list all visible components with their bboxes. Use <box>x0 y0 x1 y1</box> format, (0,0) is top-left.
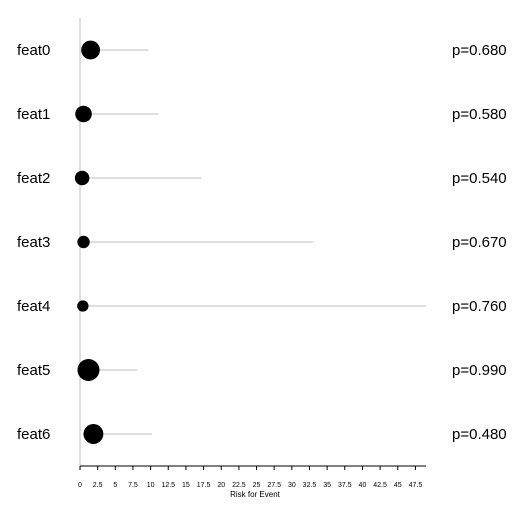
x-axis-title: Risk for Event <box>230 490 281 499</box>
p-value-labels: p=0.680 p=0.580 p=0.540 p=0.670 p=0.760 p=0.9… <box>452 42 507 443</box>
x-tick-label: 0 <box>78 482 82 489</box>
x-tick-label: 47.5 <box>409 482 423 489</box>
feature-label: feat5 <box>17 362 50 379</box>
x-tick-label: 27.5 <box>267 482 281 489</box>
x-tick-label: 45 <box>394 482 402 489</box>
x-tick-label: 12.5 <box>161 482 175 489</box>
x-tick-label: 5 <box>113 482 117 489</box>
point-estimate-feat4 <box>77 300 88 311</box>
p-value-label: p=0.580 <box>452 106 507 123</box>
x-tick-label: 35 <box>323 482 331 489</box>
feature-label: feat1 <box>17 106 50 123</box>
p-value-label: p=0.680 <box>452 42 507 59</box>
p-value-label: p=0.670 <box>452 234 507 251</box>
x-tick-label: 20 <box>217 482 225 489</box>
x-tick-label: 10 <box>147 482 155 489</box>
x-tick-label: 40 <box>359 482 367 489</box>
x-tick-label: 25 <box>253 482 261 489</box>
feature-labels: feat0 feat1 feat2 feat3 feat4 feat5 feat6 <box>17 42 50 443</box>
point-estimate-feat2 <box>75 171 90 186</box>
p-value-label: p=0.990 <box>452 362 507 379</box>
p-value-label: p=0.760 <box>452 298 507 315</box>
feature-label: feat2 <box>17 170 50 187</box>
point-estimate-feat1 <box>75 106 92 123</box>
feature-label: feat6 <box>17 426 50 443</box>
p-value-label: p=0.480 <box>452 426 507 443</box>
x-tick-label: 37.5 <box>338 482 352 489</box>
feature-label: feat4 <box>17 298 50 315</box>
point-estimate-feat3 <box>77 236 89 248</box>
x-tick-label: 30 <box>288 482 296 489</box>
x-tick-label: 22.5 <box>232 482 246 489</box>
x-tick-label: 15 <box>182 482 190 489</box>
x-tick-label: 7.5 <box>128 482 138 489</box>
point-estimate-feat5 <box>77 359 99 381</box>
x-tick-label: 17.5 <box>197 482 211 489</box>
feature-label: feat3 <box>17 234 50 251</box>
x-tick-label: 2.5 <box>93 482 103 489</box>
x-tick-label: 42.5 <box>373 482 387 489</box>
feature-label: feat0 <box>17 42 50 59</box>
point-estimate-feat6 <box>83 424 103 444</box>
x-tick-label: 32.5 <box>303 482 317 489</box>
x-axis: 0 2.5 5 7.5 10 12.5 15 17.5 20 22.5 25 27.5 30 32.5 35… <box>78 466 426 499</box>
x-axis-ticks: 0 2.5 5 7.5 10 12.5 15 17.5 20 22.5 25 27.5 30 32.5 35… <box>78 466 422 489</box>
point-estimate-feat0 <box>81 41 100 60</box>
p-value-label: p=0.540 <box>452 170 507 187</box>
confidence-intervals <box>80 50 426 434</box>
